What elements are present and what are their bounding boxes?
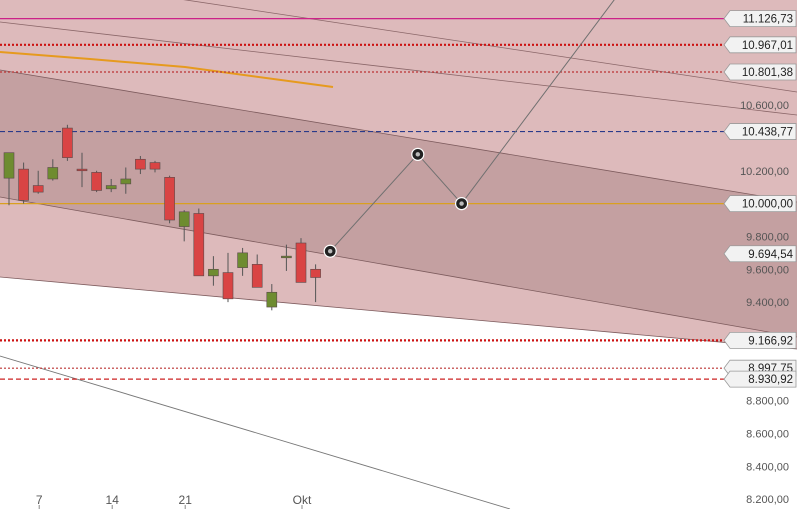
level-label-text: 11.126,73	[743, 14, 793, 26]
moving-average-line	[0, 51, 334, 88]
candle-body	[237, 252, 248, 268]
level-label-box	[723, 36, 797, 54]
channel-lower-line	[0, 196, 797, 338]
candle-body	[310, 268, 321, 278]
candle-body	[251, 264, 263, 288]
candle-body	[91, 172, 102, 191]
horizontal-levels: 11.126,73 10.967,01 10.801,38 10.438,77 10.0…	[0, 10, 797, 388]
level-label-text: 10.000,00	[742, 199, 793, 211]
channel-upper-line	[0, 21, 797, 116]
candle-body	[47, 167, 59, 180]
candle-body	[208, 268, 219, 277]
level-label-5: 9.694,54	[723, 245, 797, 263]
channel-bottom-line	[0, 276, 797, 350]
candle	[178, 210, 190, 242]
y-tick-label: 9.800,00	[746, 231, 789, 243]
candles	[3, 124, 321, 311]
level-label-box	[723, 123, 797, 140]
projection-line	[329, 0, 615, 252]
x-tick-label: 7	[36, 493, 43, 507]
candle-body	[135, 158, 146, 170]
candle-body	[266, 291, 278, 308]
candle	[120, 167, 132, 194]
candle-body	[62, 127, 73, 158]
candle-body	[3, 152, 15, 179]
level-label-0: 11.126,73	[723, 10, 797, 27]
candle	[149, 160, 161, 173]
level-label-text: 8.930,92	[748, 374, 793, 386]
candle-body	[149, 162, 161, 170]
candle	[105, 178, 117, 193]
candle-body	[105, 185, 117, 190]
candle	[193, 208, 205, 277]
level-label-text: 10.801,38	[742, 67, 793, 79]
level-label-3: 10.438,77	[723, 123, 797, 140]
y-tick-label: 10.200,00	[740, 166, 789, 178]
level-label-box	[723, 331, 797, 349]
x-tick-label: 21	[179, 493, 193, 507]
projection	[323, 0, 615, 258]
y-tick-label: 8.800,00	[746, 396, 789, 408]
projection-point-center	[459, 201, 464, 206]
y-tick-label: 8.400,00	[746, 461, 789, 473]
candle	[47, 159, 59, 181]
candle	[251, 254, 263, 288]
candle	[310, 264, 321, 303]
y-axis: 8.200,00 8.400,00 8.600,00 8.800,00 9.400,00…	[740, 100, 789, 506]
candle	[135, 155, 146, 175]
candle	[164, 175, 175, 224]
x-axis: 7 14 21 Okt	[36, 493, 312, 509]
level-label-box	[723, 10, 797, 27]
x-tick-label: 14	[106, 493, 120, 507]
candle	[32, 170, 44, 194]
candle-body	[120, 178, 132, 185]
level-label-text: 10.438,77	[742, 127, 793, 139]
candle-body	[281, 255, 292, 259]
candle	[91, 170, 102, 193]
level-label-4: 10.000,00	[723, 195, 797, 212]
candle	[222, 252, 234, 303]
level-label-1: 10.967,01	[723, 36, 797, 54]
candle	[62, 124, 73, 161]
channel-mid-line	[0, 69, 797, 203]
candle	[208, 256, 219, 286]
level-label-box	[723, 63, 797, 81]
candle	[237, 247, 248, 276]
candle-body	[222, 272, 234, 300]
level-label-text: 9.166,92	[748, 335, 793, 347]
level-label-2: 10.801,38	[723, 63, 797, 81]
y-tick-label: 8.200,00	[746, 494, 789, 506]
trendline-lower	[0, 355, 511, 509]
candle	[266, 284, 278, 311]
candle-body	[295, 242, 307, 283]
candle	[3, 152, 15, 206]
y-tick-label: 9.400,00	[746, 297, 789, 309]
candle	[281, 244, 292, 271]
projection-point-center	[415, 152, 420, 157]
candle-body	[178, 211, 190, 227]
y-tick-label: 10.600,00	[740, 100, 789, 112]
projection-point-center	[328, 249, 333, 254]
level-label-box	[723, 245, 797, 263]
candle-body	[18, 168, 29, 201]
y-tick-label: 8.600,00	[746, 428, 789, 440]
candle-body	[76, 168, 88, 172]
x-tick-label: Okt	[293, 493, 312, 507]
candle-body	[164, 177, 175, 221]
candle	[76, 152, 88, 188]
candle-body	[193, 213, 205, 277]
candle	[295, 238, 307, 283]
y-tick-label: 9.600,00	[746, 264, 789, 276]
level-label-box	[723, 195, 797, 212]
level-label-8: 8.930,92	[723, 370, 797, 388]
level-label-box	[723, 370, 797, 388]
level-label-6: 9.166,92	[723, 331, 797, 349]
level-label-text: 9.694,54	[748, 249, 793, 261]
level-label-text: 10.967,01	[742, 40, 793, 52]
candle	[18, 162, 29, 204]
candle-body	[32, 185, 44, 193]
